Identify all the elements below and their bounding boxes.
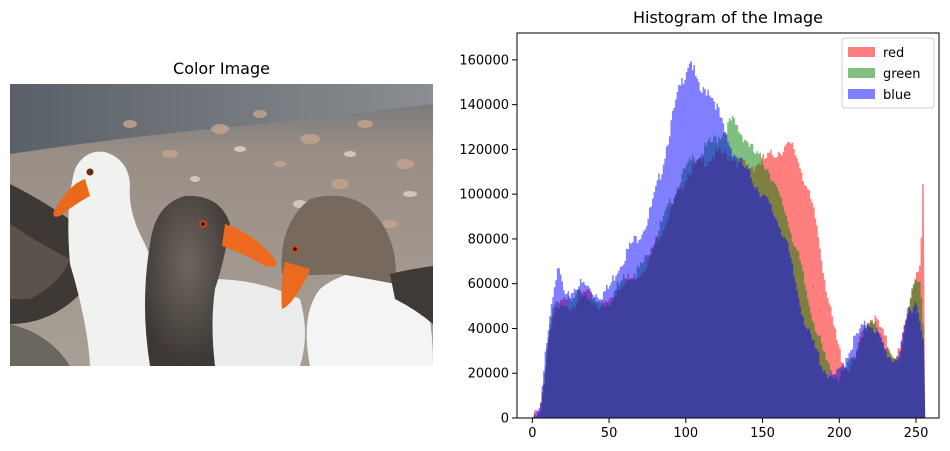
- legend-swatch-red: [848, 47, 875, 57]
- color-image-title: Color Image: [173, 59, 270, 78]
- y-tick-label: 140000: [459, 98, 509, 113]
- x-tick-label: 200: [827, 426, 852, 441]
- chart-title: Histogram of the Image: [633, 8, 823, 27]
- y-tick-label: 100000: [459, 188, 509, 203]
- x-tick-label: 0: [528, 426, 536, 441]
- x-tick-label: 250: [904, 426, 929, 441]
- plot-frame: [516, 32, 940, 419]
- y-tick-label: 20000: [468, 367, 509, 382]
- x-tick-label: 50: [601, 426, 618, 441]
- legend: red green blue: [841, 37, 935, 109]
- y-tick-label: 80000: [468, 232, 509, 247]
- legend-label-green: green: [883, 67, 921, 82]
- y-tick-label: 40000: [468, 322, 509, 337]
- legend-swatch-green: [848, 68, 875, 78]
- y-tick-label: 0: [501, 412, 509, 427]
- x-tick-label: 100: [673, 426, 698, 441]
- legend-swatch-blue: [848, 89, 875, 99]
- legend-label-blue: blue: [883, 88, 911, 103]
- legend-label-red: red: [883, 46, 904, 61]
- y-tick-label: 160000: [459, 53, 509, 68]
- x-tick-label: 150: [750, 426, 775, 441]
- histogram-blue-area: [532, 60, 926, 418]
- y-tick-label: 60000: [468, 277, 509, 292]
- y-tick-label: 120000: [459, 143, 509, 158]
- color-image: [10, 84, 433, 366]
